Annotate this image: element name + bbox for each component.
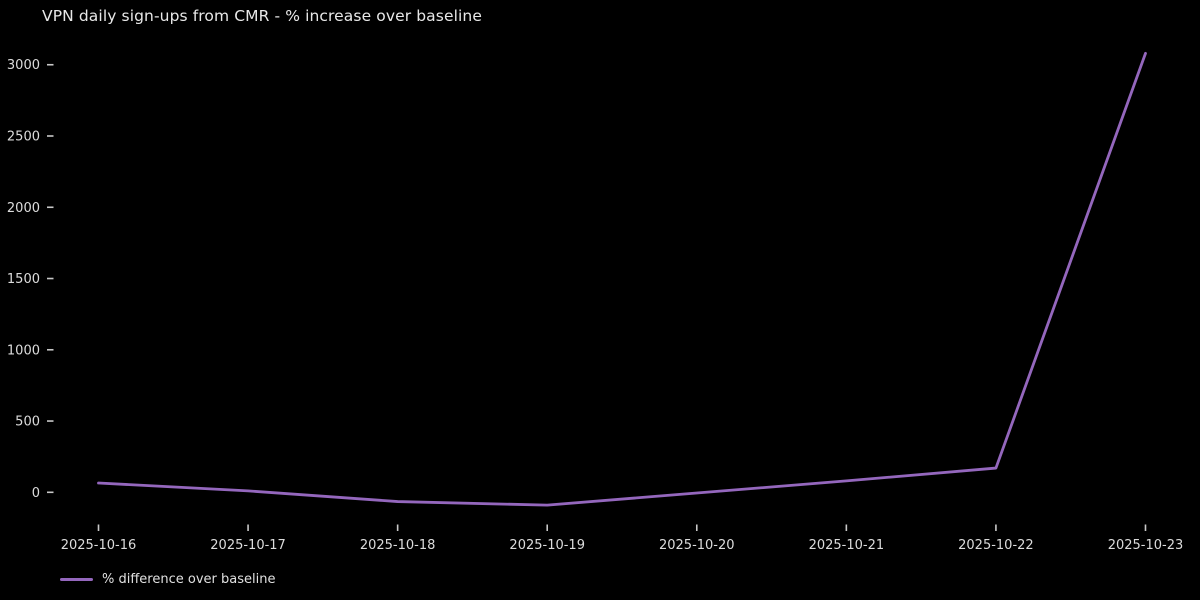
y-tick-label: 1500 [7, 272, 40, 287]
legend: % difference over baseline [60, 572, 275, 587]
x-tick-label: 2025-10-17 [210, 538, 286, 553]
y-tick-label: 2000 [7, 201, 40, 216]
series-line-pct-difference [97, 51, 1147, 507]
y-tick-label: 500 [15, 415, 40, 430]
x-tick-label: 2025-10-16 [61, 538, 137, 553]
chart-title: VPN daily sign-ups from CMR - % increase… [42, 7, 482, 25]
y-tick-label: 3000 [7, 58, 40, 73]
x-tick-label: 2025-10-18 [360, 538, 436, 553]
x-tick-label: 2025-10-23 [1108, 538, 1184, 553]
y-tick-label: 2500 [7, 130, 40, 145]
x-tick-label: 2025-10-19 [509, 538, 585, 553]
y-tick-label: 0 [32, 486, 40, 501]
y-tick-label: 1000 [7, 343, 40, 358]
legend-label: % difference over baseline [102, 572, 276, 587]
x-tick-label: 2025-10-22 [958, 538, 1034, 553]
x-tick-label: 2025-10-21 [809, 538, 885, 553]
x-tick-label: 2025-10-20 [659, 538, 735, 553]
legend-line-swatch [60, 577, 93, 582]
